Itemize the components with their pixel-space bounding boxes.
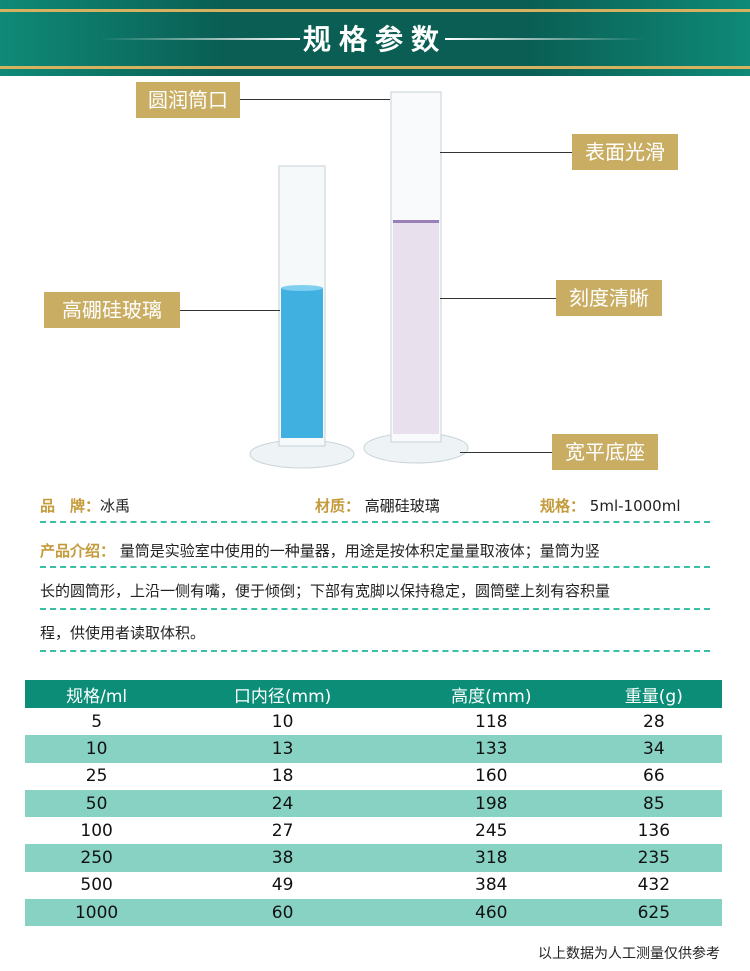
table-header: 规格/ml 口内径(mm) 高度(mm) 重量(g) bbox=[25, 680, 722, 708]
table-cell: 250 bbox=[25, 844, 169, 872]
callout-scale: 刻度清晰 bbox=[556, 280, 662, 316]
intro-line3: 程，供使用者读取体积。 bbox=[40, 624, 206, 642]
table-cell: 24 bbox=[168, 789, 397, 818]
brand-row: 品 牌：冰禹 bbox=[40, 495, 130, 516]
table-cell: 318 bbox=[396, 844, 586, 872]
table-cell: 460 bbox=[396, 899, 586, 927]
spec-label: 规格： bbox=[540, 497, 586, 515]
large-cylinder bbox=[363, 91, 469, 464]
table-cell: 1000 bbox=[25, 899, 169, 927]
page-title: 规格参数 bbox=[302, 23, 447, 56]
gold-line bbox=[0, 9, 750, 12]
callout-line bbox=[440, 298, 556, 299]
deco-line bbox=[445, 38, 645, 40]
callout-line bbox=[460, 452, 552, 453]
table-cell: 34 bbox=[585, 735, 722, 763]
intro-text: 量筒是实验室中使用的一种量器，用途是按体积定量量取液体；量筒为竖 bbox=[119, 542, 600, 560]
table-row: 50 24 198 85 bbox=[25, 789, 722, 818]
table-row: 5 10 118 28 bbox=[25, 708, 722, 735]
divider bbox=[40, 650, 710, 652]
callout-line bbox=[180, 310, 280, 311]
callout-mouth: 圆润筒口 bbox=[136, 82, 240, 118]
table-cell: 18 bbox=[271, 766, 294, 787]
intro-label: 产品介绍： bbox=[40, 542, 116, 560]
brand-label: 品 牌： bbox=[40, 497, 101, 515]
table-cell: 625 bbox=[585, 899, 722, 927]
col-header: 重量(g) bbox=[585, 680, 722, 708]
material-row: 材质： 高硼硅玻璃 bbox=[315, 495, 440, 516]
table-cell: 160 bbox=[475, 766, 508, 787]
table-cell: 49 bbox=[271, 875, 294, 896]
table-cell: 10 bbox=[271, 711, 294, 732]
title-banner: 规格参数 bbox=[0, 0, 750, 76]
table-cell: 500 bbox=[80, 875, 113, 896]
table-row: 10 13 133 34 bbox=[25, 735, 722, 763]
table-cell: 60 bbox=[168, 899, 397, 927]
callout-base: 宽平底座 bbox=[552, 434, 658, 470]
table-cell: 38 bbox=[168, 844, 397, 872]
table-cell: 27 bbox=[271, 820, 294, 841]
table-row: 500 49 384 432 bbox=[25, 872, 722, 899]
spec-table: 规格/ml 口内径(mm) 高度(mm) 重量(g) 5 10 118 28 10 13 1… bbox=[25, 680, 722, 927]
divider bbox=[40, 566, 710, 568]
table-cell: 133 bbox=[396, 735, 586, 763]
table-cell: 13 bbox=[168, 735, 397, 763]
table-cell: 10 bbox=[25, 735, 169, 763]
spec-value: 5ml-1000ml bbox=[589, 497, 681, 515]
table-cell: 235 bbox=[585, 844, 722, 872]
table-cell: 28 bbox=[643, 711, 665, 732]
deco-line bbox=[100, 38, 300, 40]
callout-glass: 高硼硅玻璃 bbox=[44, 292, 180, 328]
table-cell: 432 bbox=[637, 875, 671, 896]
callout-line bbox=[440, 152, 572, 153]
material-value: 高硼硅玻璃 bbox=[364, 497, 440, 515]
table-cell: 5 bbox=[91, 711, 103, 732]
material-label: 材质： bbox=[315, 497, 361, 515]
table-cell: 198 bbox=[396, 789, 586, 818]
table-cell: 136 bbox=[637, 820, 671, 841]
divider bbox=[40, 521, 710, 523]
gold-line bbox=[0, 66, 750, 69]
footer-note: 以上数据为人工测量仅供参考 bbox=[538, 946, 720, 962]
table-cell: 50 bbox=[25, 789, 169, 818]
callout-line bbox=[240, 99, 390, 100]
cylinders-image bbox=[249, 91, 469, 469]
table-row: 1000 60 460 625 bbox=[25, 899, 722, 927]
col-header: 规格/ml bbox=[25, 680, 169, 708]
col-header: 口内径(mm) bbox=[168, 680, 397, 708]
table-cell: 85 bbox=[585, 789, 722, 818]
table-cell: 66 bbox=[643, 766, 665, 787]
table-row: 25 18 160 66 bbox=[25, 763, 722, 790]
table-cell: 245 bbox=[475, 820, 508, 841]
callout-smooth: 表面光滑 bbox=[572, 134, 678, 170]
divider bbox=[40, 608, 710, 610]
table-row: 100 27 245 136 bbox=[25, 817, 722, 844]
col-header: 高度(mm) bbox=[396, 680, 586, 708]
small-cylinder bbox=[249, 165, 355, 469]
table-cell: 100 bbox=[80, 820, 113, 841]
intro-line2: 长的圆筒形，上沿一侧有嘴，便于倾倒；下部有宽脚以保持稳定，圆筒壁上刻有容积量 bbox=[40, 582, 611, 600]
brand-value: 冰禹 bbox=[100, 497, 131, 515]
table-row: 250 38 318 235 bbox=[25, 844, 722, 872]
intro-line1: 产品介绍： 量筒是实验室中使用的一种量器，用途是按体积定量量取液体；量筒为竖 bbox=[40, 540, 600, 561]
table-cell: 25 bbox=[85, 766, 108, 787]
table-cell: 118 bbox=[475, 711, 508, 732]
table-cell: 384 bbox=[475, 875, 508, 896]
spec-row: 规格： 5ml-1000ml bbox=[540, 495, 681, 516]
